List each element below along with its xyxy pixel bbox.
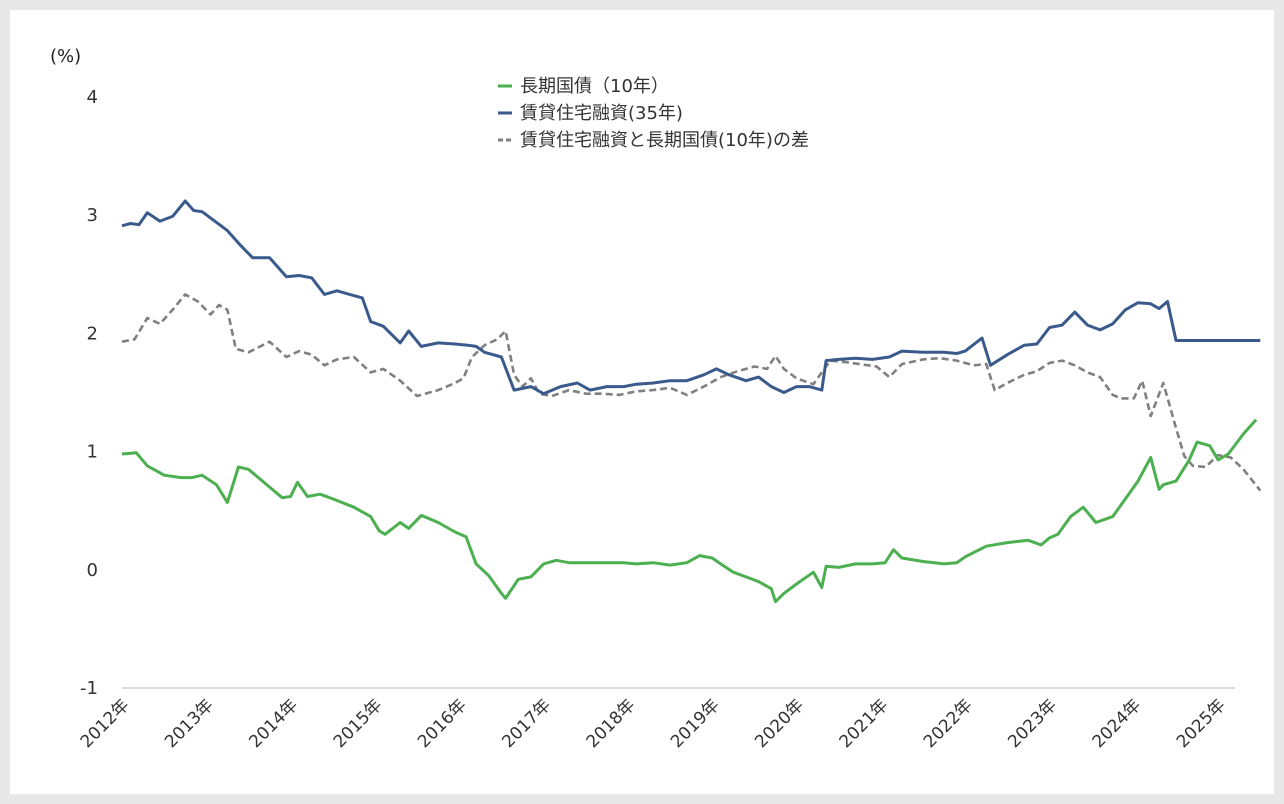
chart-card: (%) 4 3 2 1 0 -1 2012年 2013年 2014年 2015年 2016年 201… (10, 10, 1274, 794)
series-line-spread (121, 293, 1262, 492)
x-axis-ticks: 2012年 2013年 2014年 2015年 2016年 2017年 2018年 2019年… (77, 695, 1230, 752)
y-tick-label: 3 (87, 205, 98, 226)
y-axis-unit-label: (%) (50, 46, 81, 67)
y-tick-label: -1 (80, 678, 98, 699)
y-axis-ticks: 4 3 2 1 0 -1 (80, 87, 98, 699)
x-tick-label: 2022年 (920, 695, 977, 752)
series-line-jgb10 (121, 418, 1258, 604)
y-tick-label: 1 (87, 442, 98, 463)
x-tick-label: 2023年 (1004, 695, 1061, 752)
legend-label-spread: 賃貸住宅融資と長期国債(10年)の差 (520, 130, 809, 151)
x-tick-label: 2017年 (498, 695, 555, 752)
y-tick-label: 4 (87, 87, 98, 108)
x-tick-label: 2025年 (1173, 695, 1230, 752)
y-tick-label: 0 (87, 560, 98, 581)
x-tick-label: 2012年 (77, 695, 134, 752)
series-line-rental-loan (121, 199, 1261, 396)
x-tick-label: 2013年 (161, 695, 218, 752)
legend-item-rental-loan: 賃貸住宅融資(35年) (498, 103, 683, 124)
legend: 長期国債（10年） 賃貸住宅融資(35年) 賃貸住宅融資と長期国債(10年)の差 (498, 76, 809, 151)
x-tick-label: 2021年 (836, 695, 893, 752)
x-tick-label: 2024年 (1089, 695, 1146, 752)
x-tick-label: 2019年 (667, 695, 724, 752)
legend-label-rental-loan: 賃貸住宅融資(35年) (520, 103, 683, 124)
legend-item-jgb10: 長期国債（10年） (498, 76, 669, 97)
x-tick-label: 2015年 (330, 695, 387, 752)
x-tick-label: 2018年 (583, 695, 640, 752)
x-tick-label: 2014年 (245, 695, 302, 752)
x-tick-label: 2020年 (751, 695, 808, 752)
legend-item-spread: 賃貸住宅融資と長期国債(10年)の差 (498, 130, 809, 151)
series-lines (121, 199, 1262, 604)
legend-label-jgb10: 長期国債（10年） (520, 76, 669, 97)
y-tick-label: 2 (87, 323, 98, 344)
x-tick-label: 2016年 (414, 695, 471, 752)
